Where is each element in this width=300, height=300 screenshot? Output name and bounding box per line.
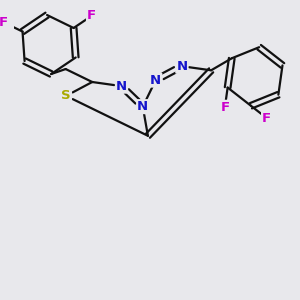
Text: F: F <box>0 16 8 28</box>
Text: F: F <box>220 101 230 114</box>
Text: N: N <box>137 100 148 113</box>
Text: F: F <box>87 9 96 22</box>
Text: N: N <box>176 60 188 73</box>
Text: S: S <box>61 89 71 102</box>
Text: N: N <box>150 74 161 87</box>
Text: N: N <box>116 80 127 93</box>
Text: F: F <box>262 112 271 124</box>
